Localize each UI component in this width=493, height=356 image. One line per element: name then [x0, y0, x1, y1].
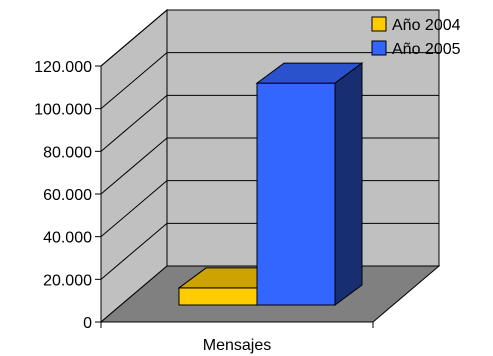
legend-item: Año 2005	[371, 40, 461, 58]
gridline	[100, 52, 439, 110]
y-tick-label: 20.000	[43, 272, 92, 289]
bar-front-face	[178, 287, 258, 306]
bar-año-2005	[255, 62, 364, 306]
legend-label: Año 2005	[392, 41, 461, 58]
y-tick-label: 40.000	[43, 230, 92, 247]
y-tick-label: 60.000	[43, 187, 92, 204]
y-tick-label: 80.000	[43, 144, 92, 161]
y-tick-label: 120.000	[34, 59, 92, 76]
y-tick-label: 0	[83, 315, 92, 332]
axes	[95, 65, 374, 328]
bars	[177, 62, 364, 306]
legend-swatch	[371, 40, 387, 56]
legend-swatch	[371, 16, 387, 32]
bar-front-face	[256, 82, 336, 306]
legend: Año 2004 Año 2005	[371, 16, 461, 58]
gridline	[100, 9, 439, 67]
legend-label: Año 2004	[392, 17, 461, 34]
y-tick-label: 100.000	[34, 102, 92, 119]
axis-labels: 0 20.000 40.000 60.000 80.000 100.000 120.000 M…	[34, 59, 271, 354]
x-category-label: Mensajes	[203, 337, 271, 354]
legend-item: Año 2004	[371, 16, 461, 34]
bar-side-face	[334, 62, 363, 306]
